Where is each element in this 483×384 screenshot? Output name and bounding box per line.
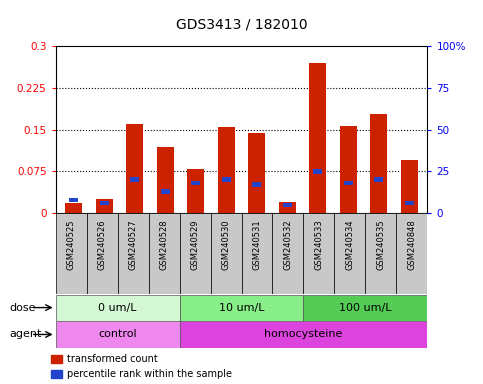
Bar	[252, 182, 261, 187]
Bar	[309, 63, 326, 213]
Bar	[405, 201, 414, 205]
Bar	[366, 213, 397, 294]
Text: 0 um/L: 0 um/L	[98, 303, 137, 313]
Bar	[279, 202, 296, 213]
Text: homocysteine: homocysteine	[264, 329, 342, 339]
Bar	[272, 213, 303, 294]
Text: GSM240848: GSM240848	[408, 220, 416, 270]
Text: GSM240529: GSM240529	[190, 220, 199, 270]
Bar	[283, 202, 292, 207]
Bar	[99, 201, 109, 205]
Bar	[96, 199, 113, 213]
Text: GDS3413 / 182010: GDS3413 / 182010	[176, 17, 307, 31]
Text: GSM240526: GSM240526	[98, 220, 107, 270]
Text: GSM240534: GSM240534	[345, 220, 355, 270]
Bar	[211, 213, 242, 294]
Text: control: control	[98, 329, 137, 339]
Bar	[161, 189, 170, 194]
Text: 100 um/L: 100 um/L	[339, 303, 392, 313]
Text: GSM240535: GSM240535	[376, 220, 385, 270]
Text: GSM240527: GSM240527	[128, 220, 138, 270]
Text: GSM240533: GSM240533	[314, 220, 324, 270]
Text: GSM240525: GSM240525	[67, 220, 75, 270]
Text: 10 um/L: 10 um/L	[219, 303, 264, 313]
Bar	[157, 147, 174, 213]
Text: agent: agent	[10, 329, 42, 339]
Bar	[86, 213, 117, 294]
Bar	[343, 181, 353, 185]
Bar	[242, 213, 272, 294]
Bar	[180, 295, 303, 321]
Bar	[313, 169, 322, 174]
Bar	[56, 295, 180, 321]
Bar	[56, 213, 86, 294]
Bar	[117, 213, 149, 294]
Bar	[56, 321, 180, 348]
Text: GSM240528: GSM240528	[159, 220, 169, 270]
Text: GSM240531: GSM240531	[253, 220, 261, 270]
Bar	[397, 213, 427, 294]
Bar	[180, 213, 211, 294]
Bar	[149, 213, 180, 294]
Bar	[303, 213, 334, 294]
Bar	[69, 197, 78, 202]
Bar	[248, 134, 265, 213]
Legend: transformed count, percentile rank within the sample: transformed count, percentile rank withi…	[51, 354, 232, 379]
Text: GSM240532: GSM240532	[284, 220, 293, 270]
Bar	[127, 124, 143, 213]
Bar	[66, 203, 82, 213]
Bar	[374, 177, 384, 182]
Bar	[222, 177, 231, 182]
Bar	[340, 126, 356, 213]
Bar	[218, 127, 235, 213]
Bar	[180, 321, 427, 348]
Bar	[303, 295, 427, 321]
Bar	[334, 213, 366, 294]
Bar	[370, 114, 387, 213]
Bar	[191, 181, 200, 185]
Bar	[401, 160, 417, 213]
Bar	[187, 169, 204, 213]
Bar	[130, 177, 140, 182]
Text: dose: dose	[10, 303, 36, 313]
Text: GSM240530: GSM240530	[222, 220, 230, 270]
